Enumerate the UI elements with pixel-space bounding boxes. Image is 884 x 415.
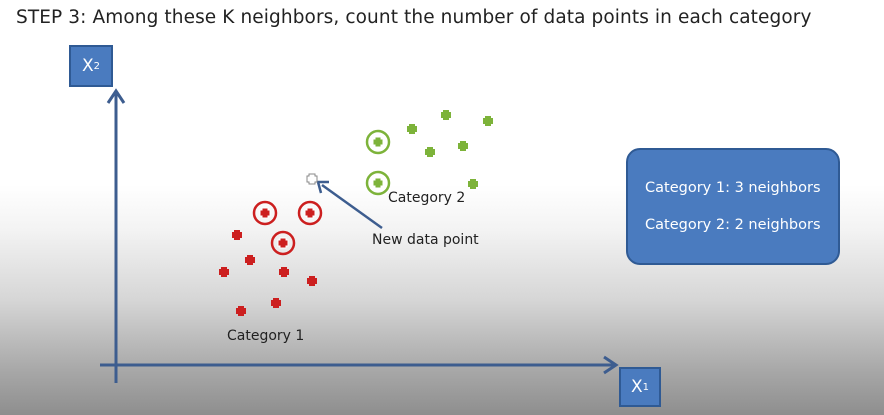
category1-point — [304, 207, 316, 219]
category2-count: Category 2: 2 neighbors — [645, 217, 821, 233]
category1-neighbor-ring — [270, 230, 296, 256]
new-point-arrowhead — [316, 180, 329, 194]
category1-point — [259, 207, 271, 219]
category1-point — [307, 276, 317, 286]
category2-neighbor-ring — [365, 129, 391, 155]
category2-point — [441, 110, 451, 120]
category2-point — [458, 141, 468, 151]
points-layer — [219, 110, 493, 316]
category2-point — [372, 177, 384, 189]
category1-point — [219, 267, 229, 277]
neighbor-count-box: Category 1: 3 neighbors Category 2: 2 ne… — [626, 148, 840, 265]
new-data-point — [306, 173, 318, 185]
category2-point — [483, 116, 493, 126]
category1-label: Category 1 — [227, 328, 305, 344]
category1-point — [279, 267, 289, 277]
category2-point — [372, 136, 384, 148]
step-label: STEP 3: — [16, 7, 87, 28]
new-point-label: New data point — [372, 232, 479, 248]
category2-point — [425, 147, 435, 157]
category1-neighbor-ring — [297, 200, 323, 226]
category1-point — [277, 237, 289, 249]
category1-neighbor-ring — [252, 200, 278, 226]
category1-point — [236, 306, 246, 316]
category1-point — [271, 298, 281, 308]
y-axis-label: X — [81, 56, 94, 76]
category2-label: Category 2 — [388, 190, 466, 206]
step-description: Among these K neighbors, count the numbe… — [92, 7, 812, 28]
y-axis-arrowhead — [106, 88, 126, 104]
new-point-arrow — [321, 183, 383, 230]
category2-neighbor-ring — [365, 170, 391, 196]
category2-point — [407, 124, 417, 134]
category2-point — [468, 179, 478, 189]
x-axis-arrowhead — [603, 355, 619, 375]
x-axis-subscript: 1 — [642, 381, 650, 393]
slide-title: STEP 3: Among these K neighbors, count t… — [16, 7, 812, 28]
x-axis-label: X — [630, 377, 643, 397]
y-axis-subscript: 2 — [93, 60, 101, 72]
category1-point — [232, 230, 242, 240]
category1-point — [245, 255, 255, 265]
category1-count: Category 1: 3 neighbors — [645, 180, 821, 196]
